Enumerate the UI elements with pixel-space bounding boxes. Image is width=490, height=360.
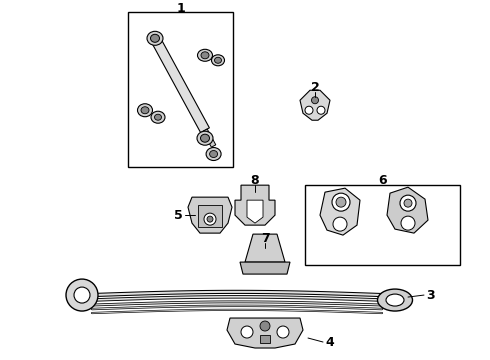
Circle shape [400, 195, 416, 211]
Ellipse shape [197, 131, 213, 145]
Polygon shape [203, 129, 216, 147]
Ellipse shape [147, 31, 163, 45]
Text: 2: 2 [311, 81, 319, 94]
Text: 5: 5 [173, 209, 182, 222]
Ellipse shape [150, 34, 160, 42]
Polygon shape [235, 185, 275, 225]
Bar [260, 335, 270, 343]
Circle shape [312, 97, 318, 104]
Text: 1: 1 [176, 2, 185, 15]
Polygon shape [245, 234, 285, 262]
Ellipse shape [200, 134, 210, 142]
Bar [305, 185, 460, 265]
Polygon shape [247, 200, 263, 223]
Ellipse shape [201, 52, 209, 59]
Ellipse shape [215, 57, 221, 63]
Circle shape [260, 321, 270, 331]
Ellipse shape [386, 294, 404, 306]
Ellipse shape [151, 111, 165, 123]
Ellipse shape [212, 55, 224, 66]
Ellipse shape [206, 148, 221, 161]
Circle shape [336, 197, 346, 207]
Circle shape [204, 213, 216, 225]
Ellipse shape [141, 107, 149, 114]
Polygon shape [240, 262, 290, 274]
Text: 3: 3 [426, 289, 434, 302]
Polygon shape [300, 90, 330, 120]
Circle shape [305, 106, 313, 114]
Polygon shape [188, 197, 232, 233]
Ellipse shape [197, 49, 213, 61]
Ellipse shape [154, 114, 162, 120]
Circle shape [66, 279, 98, 311]
Circle shape [332, 193, 350, 211]
Ellipse shape [377, 289, 413, 311]
Circle shape [207, 216, 213, 222]
Circle shape [74, 287, 90, 303]
Text: 6: 6 [379, 174, 387, 187]
Circle shape [401, 216, 415, 230]
Text: 4: 4 [326, 336, 334, 348]
Circle shape [241, 326, 253, 338]
Ellipse shape [210, 150, 218, 158]
Text: 7: 7 [261, 231, 270, 244]
Circle shape [277, 326, 289, 338]
Polygon shape [387, 187, 428, 233]
Text: 8: 8 [251, 174, 259, 187]
Polygon shape [227, 318, 303, 348]
Circle shape [404, 199, 412, 207]
Polygon shape [150, 36, 209, 132]
Ellipse shape [138, 104, 152, 117]
Circle shape [333, 217, 347, 231]
Polygon shape [320, 188, 360, 235]
Circle shape [317, 106, 325, 114]
Bar [128, 12, 233, 167]
Bar [198, 205, 222, 227]
